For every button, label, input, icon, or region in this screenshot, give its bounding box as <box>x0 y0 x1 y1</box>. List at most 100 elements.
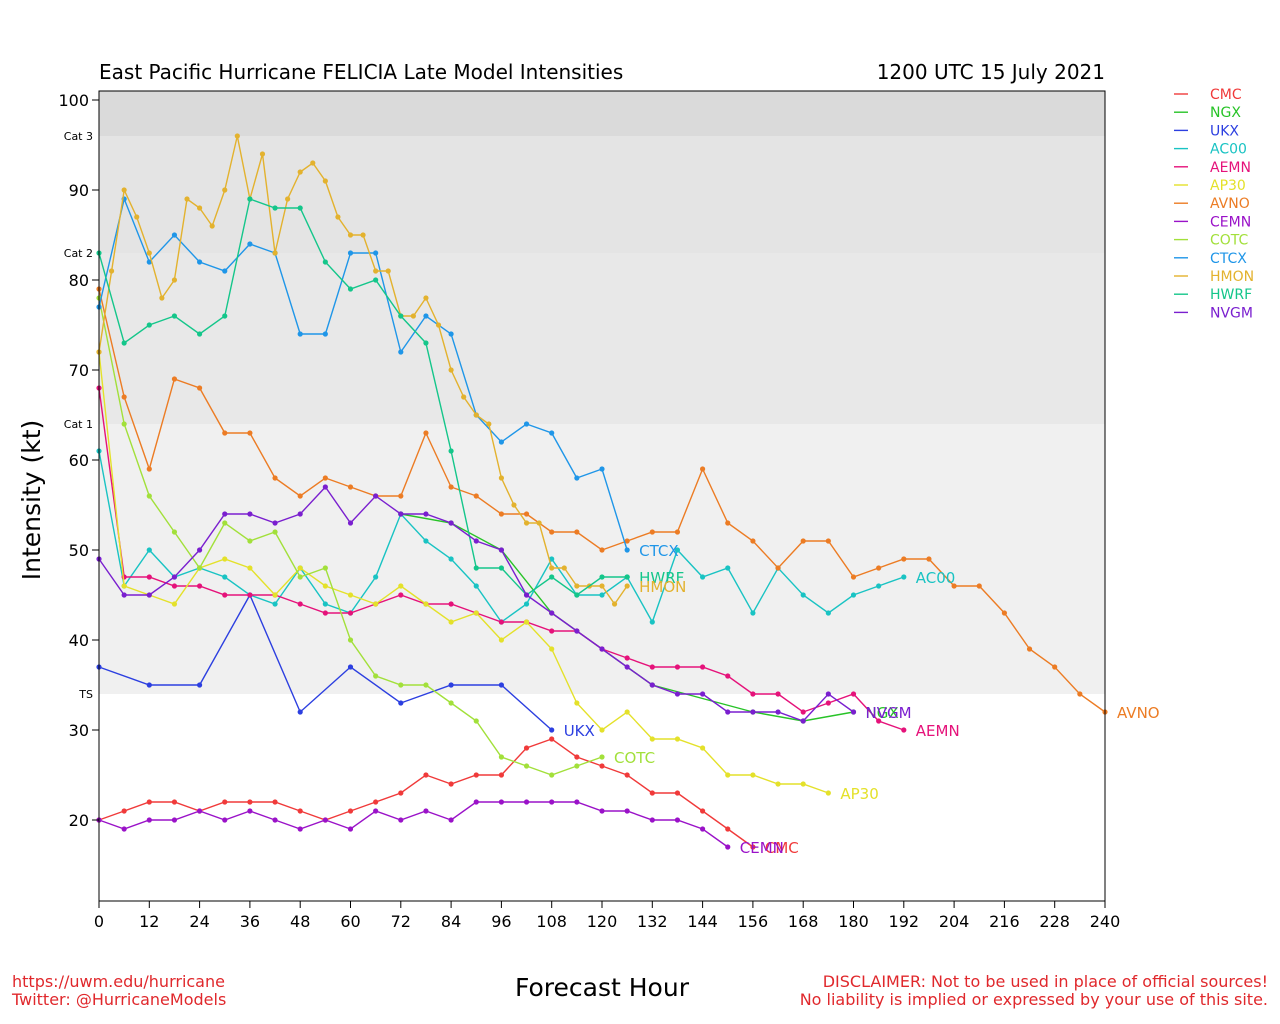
data-point <box>801 538 806 543</box>
x-tick-label: 240 <box>1090 912 1121 931</box>
data-point <box>549 529 554 534</box>
data-point <box>423 601 428 606</box>
category-bands <box>99 91 1105 694</box>
data-point <box>449 331 454 336</box>
series-cmc <box>96 736 755 849</box>
end-label-aemn: AEMN <box>916 722 960 740</box>
data-point <box>423 295 428 300</box>
data-point <box>247 241 252 246</box>
band-cat-3 <box>99 91 1105 136</box>
data-point <box>650 529 655 534</box>
data-point <box>184 196 189 201</box>
data-point <box>210 223 215 228</box>
data-point <box>373 799 378 804</box>
data-point <box>298 169 303 174</box>
data-point <box>901 574 906 579</box>
data-point <box>323 475 328 480</box>
legend-label: CEMN <box>1210 214 1251 230</box>
footer-left: https://uwm.edu/hurricane Twitter: @Hurr… <box>12 973 226 1009</box>
data-point <box>222 430 227 435</box>
data-point <box>222 817 227 822</box>
data-point <box>260 151 265 156</box>
data-point <box>147 547 152 552</box>
data-point <box>474 610 479 615</box>
data-point <box>574 529 579 534</box>
data-point <box>1027 646 1032 651</box>
data-point <box>398 493 403 498</box>
data-point <box>298 565 303 570</box>
data-point <box>524 421 529 426</box>
data-point <box>323 259 328 264</box>
data-point <box>122 421 127 426</box>
data-point <box>826 538 831 543</box>
data-point <box>700 691 705 696</box>
data-point <box>625 709 630 714</box>
data-point <box>625 772 630 777</box>
data-point <box>725 673 730 678</box>
data-point <box>247 799 252 804</box>
data-point <box>172 601 177 606</box>
data-point <box>474 772 479 777</box>
data-point <box>373 277 378 282</box>
disclaimer-line-2: No liability is implied or expressed by … <box>800 991 1268 1009</box>
y-axis: 20 30 40 50 60 70 80 90 100 <box>58 91 99 830</box>
data-point <box>499 637 504 642</box>
data-point <box>499 547 504 552</box>
data-point <box>449 556 454 561</box>
data-point <box>122 592 127 597</box>
data-point <box>360 232 365 237</box>
data-point <box>474 412 479 417</box>
data-point <box>222 592 227 597</box>
data-point <box>373 808 378 813</box>
band-label: Cat 2 <box>64 247 93 260</box>
end-label-ctcx: CTCX <box>639 542 679 560</box>
data-point <box>750 610 755 615</box>
data-point <box>197 385 202 390</box>
data-point <box>474 583 479 588</box>
data-point <box>625 808 630 813</box>
data-point <box>574 628 579 633</box>
data-point <box>1002 610 1007 615</box>
legend-label: CTCX <box>1210 251 1247 267</box>
data-point <box>298 574 303 579</box>
data-point <box>650 736 655 741</box>
data-point <box>725 826 730 831</box>
data-point <box>700 745 705 750</box>
y-tick-label: 70 <box>69 361 89 380</box>
legend-label: UKX <box>1210 123 1239 139</box>
data-point <box>197 259 202 264</box>
data-point <box>298 601 303 606</box>
data-point <box>222 520 227 525</box>
data-point <box>222 187 227 192</box>
data-point <box>272 529 277 534</box>
data-point <box>197 565 202 570</box>
data-point <box>599 466 604 471</box>
data-point <box>562 565 567 570</box>
data-point <box>122 187 127 192</box>
data-point <box>499 439 504 444</box>
x-tick-label: 24 <box>189 912 209 931</box>
data-point <box>122 394 127 399</box>
data-point <box>499 754 504 759</box>
data-point <box>285 196 290 201</box>
data-point <box>222 799 227 804</box>
data-point <box>599 646 604 651</box>
y-tick-label: 90 <box>69 181 89 200</box>
data-point <box>449 367 454 372</box>
data-point <box>750 538 755 543</box>
data-point <box>423 313 428 318</box>
footer-url[interactable]: https://uwm.edu/hurricane <box>12 973 226 991</box>
data-point <box>222 574 227 579</box>
x-tick-label: 192 <box>889 912 920 931</box>
data-point <box>147 682 152 687</box>
intensity-chart: TSCat 1Cat 2Cat 3 0 12 24 36 48 60 72 84 96 108 12… <box>0 0 1280 1024</box>
data-point <box>474 493 479 498</box>
footer-twitter[interactable]: Twitter: @HurricaneModels <box>12 991 226 1009</box>
data-point <box>449 448 454 453</box>
data-point <box>222 313 227 318</box>
x-axis: 0 12 24 36 48 60 72 84 96 108 120 132 144 156 168 180 19… <box>94 901 1120 931</box>
data-point <box>298 205 303 210</box>
data-point <box>423 808 428 813</box>
data-point <box>272 475 277 480</box>
data-point <box>775 709 780 714</box>
